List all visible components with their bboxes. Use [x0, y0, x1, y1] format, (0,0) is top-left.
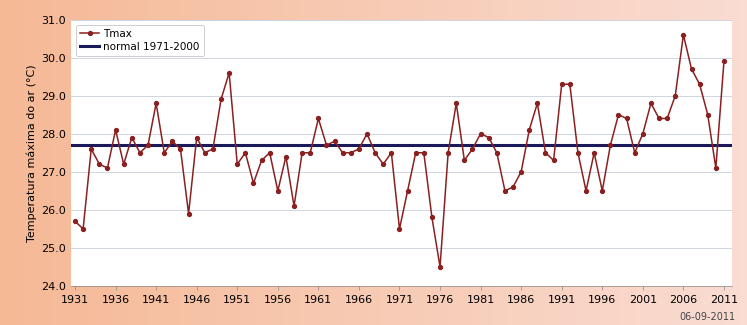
Line: Tmax: Tmax [73, 33, 726, 269]
Y-axis label: Temperatura máxima do ar (°C): Temperatura máxima do ar (°C) [27, 64, 37, 241]
Tmax [663, 117, 672, 121]
Tmax [557, 82, 566, 86]
Text: 06-09-2011: 06-09-2011 [680, 312, 736, 322]
Legend: Tmax, normal 1971-2000: Tmax, normal 1971-2000 [76, 25, 204, 56]
Tmax [70, 219, 79, 223]
Tmax [436, 265, 444, 269]
Tmax [639, 132, 648, 136]
Tmax [679, 33, 688, 37]
Tmax [427, 215, 436, 219]
Tmax [606, 143, 615, 147]
Tmax [484, 136, 493, 139]
Tmax [719, 59, 728, 63]
